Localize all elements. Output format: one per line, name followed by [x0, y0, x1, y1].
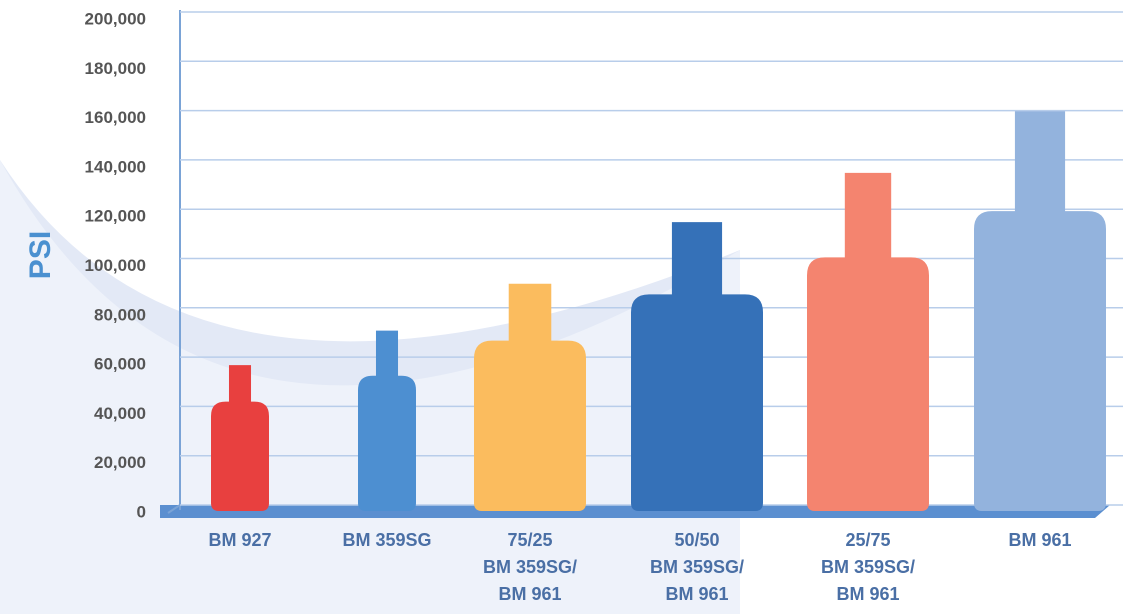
x-tick-label: BM 961 [1008, 530, 1072, 550]
x-tick-label: BM 359SG [342, 530, 432, 550]
y-tick-label: 20,000 [94, 453, 146, 472]
bar [211, 365, 269, 511]
y-tick-label: 140,000 [85, 157, 146, 176]
y-tick-label: 80,000 [94, 305, 146, 324]
y-tick-label: 0 [137, 502, 146, 521]
bar [631, 222, 763, 511]
y-tick-label: 180,000 [85, 59, 146, 78]
bar [974, 111, 1106, 511]
y-tick-label: 120,000 [85, 207, 146, 226]
x-tick-label: 75/25 BM 359SG/ BM 961 [482, 530, 578, 604]
x-tick-label: 50/50 BM 359SG/ BM 961 [649, 530, 745, 604]
bar [474, 283, 586, 511]
y-tick-label: 200,000 [85, 9, 146, 28]
y-tick-label: 60,000 [94, 355, 146, 374]
y-tick-label: 160,000 [85, 108, 146, 127]
y-axis-label: PSI [24, 231, 57, 279]
y-tick-label: 100,000 [85, 256, 146, 275]
x-tick-label: BM 927 [208, 530, 272, 550]
bar [807, 172, 929, 511]
x-tick-label: 25/75 BM 359SG/ BM 961 [820, 530, 916, 604]
y-axis [167, 504, 181, 514]
bar [358, 330, 416, 511]
y-tick-label: 40,000 [94, 404, 146, 423]
